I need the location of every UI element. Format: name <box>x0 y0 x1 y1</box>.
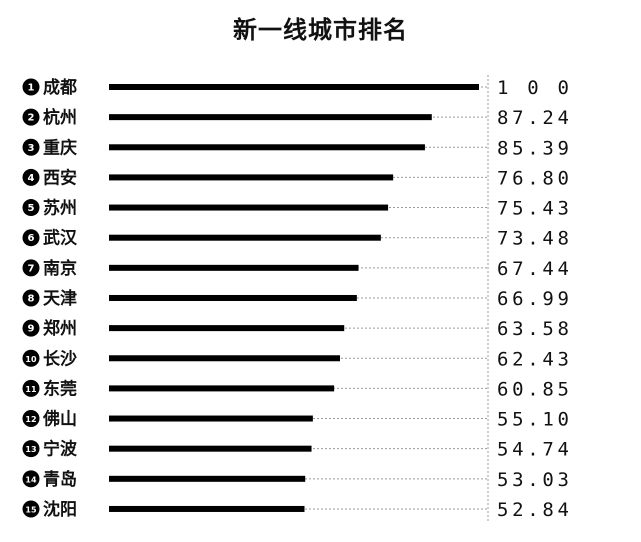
value-label: 1 0 0 <box>497 77 569 99</box>
value-label: 52.84 <box>497 499 569 521</box>
value-label: 73.48 <box>497 228 569 250</box>
rank-number: 7 <box>28 263 35 274</box>
rank-number: 9 <box>28 324 35 335</box>
value-label: 54.74 <box>497 439 569 461</box>
value-label: 53.03 <box>497 469 569 491</box>
value-label: 85.39 <box>497 137 569 159</box>
bar <box>109 505 305 512</box>
bar <box>109 294 357 301</box>
rank-badge <box>22 108 40 126</box>
rank-number: 14 <box>25 475 37 484</box>
rank-badge <box>22 199 40 217</box>
category-label: 武汉 <box>43 228 78 249</box>
chart-title: 新一线城市排名 <box>233 16 408 44</box>
bar <box>109 204 389 211</box>
category-label: 苏州 <box>43 198 77 219</box>
category-label: 沈阳 <box>43 499 77 520</box>
bar <box>109 144 425 151</box>
rank-number: 8 <box>28 293 35 304</box>
rank-badge <box>22 138 40 156</box>
rank-badge <box>22 410 40 428</box>
bar <box>109 264 359 271</box>
value-label: 55.10 <box>497 409 569 431</box>
value-label: 60.85 <box>497 378 569 400</box>
rank-number: 12 <box>25 415 36 424</box>
value-label: 66.99 <box>497 288 569 310</box>
rank-number: 6 <box>28 233 35 244</box>
bar <box>109 475 306 482</box>
value-label: 62.43 <box>497 348 569 370</box>
rank-number: 10 <box>25 355 37 364</box>
bar <box>109 234 381 241</box>
category-label: 东莞 <box>43 378 77 399</box>
rank-number: 4 <box>28 173 35 184</box>
category-label: 重庆 <box>43 137 77 158</box>
category-label: 佛山 <box>42 409 77 430</box>
bar <box>109 84 479 90</box>
bar <box>109 415 313 422</box>
rank-badge <box>22 289 40 307</box>
bar <box>109 114 432 121</box>
category-label: 郑州 <box>43 318 77 339</box>
rank-badge <box>22 349 40 367</box>
rank-number: 2 <box>28 113 35 124</box>
category-label: 西安 <box>43 167 77 188</box>
value-label: 63.58 <box>497 318 569 340</box>
rank-badge <box>22 319 40 337</box>
rank-number: 5 <box>28 203 35 214</box>
category-label: 宁波 <box>43 439 78 460</box>
rank-number: 1 <box>28 83 35 94</box>
rank-badge <box>22 78 40 96</box>
rank-number: 15 <box>25 505 37 514</box>
bar <box>109 174 394 181</box>
category-label: 长沙 <box>43 348 77 369</box>
rank-badge <box>22 259 40 277</box>
category-label: 杭州 <box>43 107 77 128</box>
bar <box>109 325 345 332</box>
rank-badge <box>22 379 40 397</box>
value-label: 76.80 <box>497 167 569 189</box>
bar <box>109 385 335 392</box>
bar <box>109 445 312 452</box>
category-label: 天津 <box>43 288 77 309</box>
rank-number: 3 <box>28 143 35 154</box>
category-label: 成都 <box>43 77 77 98</box>
rank-number: 13 <box>25 445 36 454</box>
category-label: 南京 <box>43 258 77 279</box>
rank-number: 11 <box>25 385 37 394</box>
category-label: 青岛 <box>43 469 77 490</box>
rank-badge <box>22 440 40 458</box>
rank-badge <box>22 168 40 186</box>
rank-badge <box>22 470 40 488</box>
rank-badge <box>22 229 40 247</box>
bar <box>109 355 340 362</box>
value-label: 67.44 <box>497 258 569 280</box>
value-label: 75.43 <box>497 198 569 220</box>
value-label: 87.24 <box>497 107 569 129</box>
rank-badge <box>22 500 40 518</box>
